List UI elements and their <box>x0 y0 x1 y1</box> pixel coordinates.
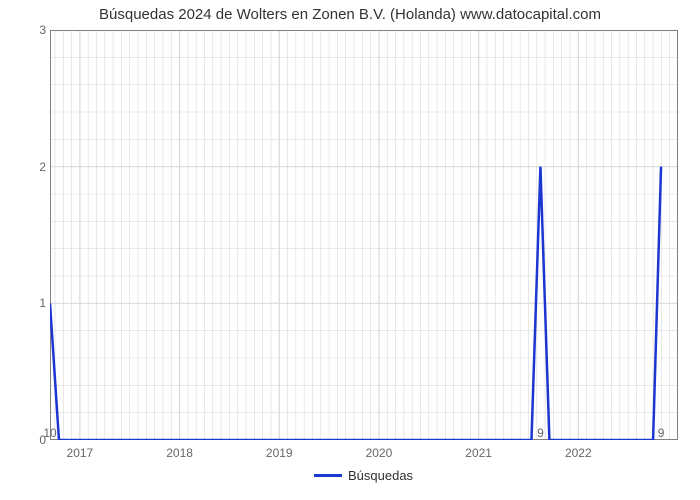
x-tick-label: 2017 <box>67 446 94 460</box>
legend-swatch <box>314 474 342 477</box>
x-tick-label: 2022 <box>565 446 592 460</box>
chart-title: Búsquedas 2024 de Wolters en Zonen B.V. … <box>0 6 700 23</box>
x-tick-label: 2021 <box>465 446 492 460</box>
x-tick-label: 2019 <box>266 446 293 460</box>
chart-plot <box>50 30 678 440</box>
point-label: 10 <box>43 426 56 440</box>
y-tick-label: 1 <box>32 296 46 310</box>
point-label: 9 <box>658 426 665 440</box>
x-tick-label: 2018 <box>166 446 193 460</box>
y-tick-label: 2 <box>32 160 46 174</box>
legend: Búsquedas <box>314 468 413 483</box>
point-label: 9 <box>537 426 544 440</box>
y-tick-label: 3 <box>32 23 46 37</box>
x-tick-label: 2020 <box>366 446 393 460</box>
legend-label: Búsquedas <box>348 468 413 483</box>
